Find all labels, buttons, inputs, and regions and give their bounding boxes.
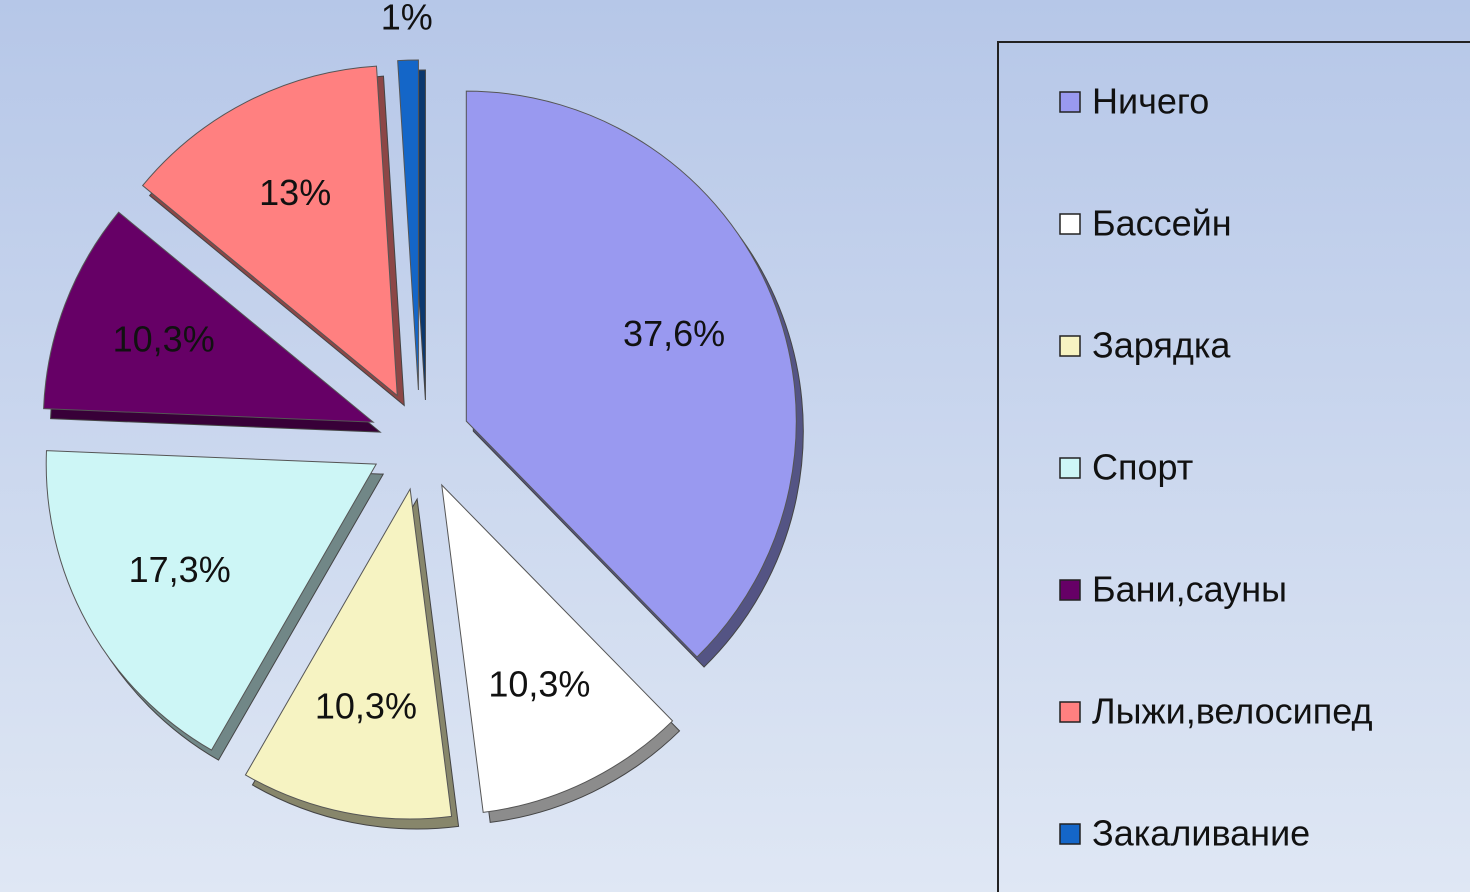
slice <box>43 211 375 423</box>
legend-swatch <box>1059 823 1081 845</box>
legend-swatch <box>1059 335 1081 357</box>
legend-swatch <box>1059 701 1081 723</box>
legend-label: Ничего <box>1092 81 1209 122</box>
slice <box>465 90 797 658</box>
legend-swatch <box>1059 457 1081 479</box>
data-label: 10,3% <box>315 686 417 727</box>
legend-label: Закаливание <box>1092 813 1310 854</box>
legend-label: Бассейн <box>1092 203 1232 244</box>
slice <box>45 450 378 751</box>
legend-swatch <box>1059 579 1081 601</box>
legend-box <box>997 41 1470 892</box>
legend-label: Бани,сауны <box>1092 569 1287 610</box>
legend-swatch <box>1059 91 1081 113</box>
data-label: 37,6% <box>623 313 725 354</box>
legend-label: Спорт <box>1092 447 1193 488</box>
data-label: 17,3% <box>129 549 231 590</box>
data-label: 10,3% <box>113 319 215 360</box>
data-label: 1% <box>381 0 433 38</box>
legend-label: Лыжи,велосипед <box>1092 691 1373 732</box>
data-label: 10,3% <box>488 664 590 705</box>
slice <box>397 59 419 391</box>
legend-label: Зарядка <box>1092 325 1231 366</box>
slice <box>441 483 674 813</box>
slice <box>244 487 453 820</box>
legend-swatch <box>1059 213 1081 235</box>
data-label: 13% <box>259 172 331 213</box>
slice <box>141 65 398 397</box>
